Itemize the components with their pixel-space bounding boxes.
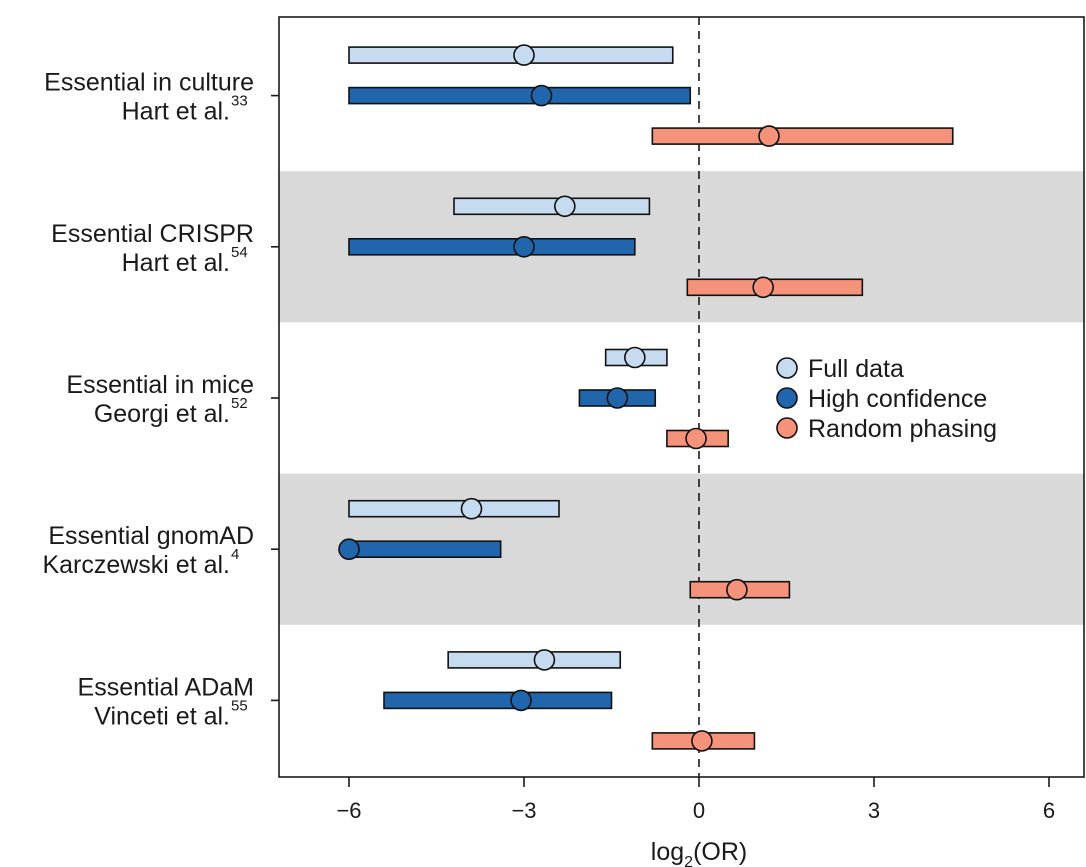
ci-bar-high-confidence: [348, 86, 692, 105]
legend-label: Random phasing: [808, 415, 997, 443]
x-tick-label: −3: [511, 798, 536, 823]
point-estimate-random-phasing: [691, 730, 713, 752]
x-axis-title: log2(OR): [651, 838, 747, 867]
category-label-line2: Vinceti et al.: [94, 702, 230, 730]
ci-bar-random-phasing: [686, 278, 864, 297]
x-tick-label: 3: [868, 798, 880, 823]
category-label-line2: Hart et al.: [122, 98, 230, 126]
point-estimate-high-confidence: [510, 689, 532, 712]
category-label-line2: Karczewski et al.: [42, 551, 230, 579]
category-label-line2: Hart et al.: [122, 249, 230, 277]
category-label-line1: Essential in culture: [44, 69, 254, 97]
point-estimate-full-data: [554, 195, 576, 218]
point-estimate-high-confidence: [606, 387, 629, 409]
x-tick-label: 0: [693, 798, 705, 823]
x-axis: −6 −3 0 3 6 log2(OR): [336, 777, 1055, 867]
point-estimate-full-data: [513, 44, 535, 66]
point-estimate-full-data: [460, 497, 483, 520]
reference-superscript: 55: [231, 697, 248, 714]
ci-bar-random-phasing: [651, 127, 954, 145]
point-estimate-random-phasing: [752, 276, 774, 299]
estimates-group: [338, 44, 954, 752]
ci-bar-full-data: [453, 197, 651, 216]
point-estimate-high-confidence: [530, 84, 553, 107]
ci-bar-full-data: [348, 499, 560, 518]
ci-bar-high-confidence: [348, 238, 636, 256]
x-tick-label: 6: [1043, 798, 1055, 823]
group-bands: [279, 171, 1084, 625]
category-label-line2: Georgi et al.: [94, 400, 230, 428]
category-label-line1: Essential CRISPR: [51, 220, 254, 248]
category-label-line1: Essential gnomAD: [48, 522, 254, 550]
point-estimate-random-phasing: [685, 427, 707, 450]
reference-superscript: 54: [231, 244, 248, 261]
point-estimate-high-confidence: [513, 236, 535, 258]
ci-bar-full-data: [348, 46, 674, 64]
point-estimate-random-phasing: [726, 578, 748, 601]
category-label-line1: Essential ADaM: [78, 673, 254, 701]
point-estimate-full-data: [624, 346, 646, 369]
point-estimate-full-data: [533, 649, 556, 671]
point-estimate-high-confidence: [338, 538, 360, 561]
ci-bar-high-confidence: [348, 540, 502, 559]
ci-bar-high-confidence: [383, 691, 613, 710]
x-tick-label: −6: [336, 798, 361, 823]
legend-marker: [776, 387, 798, 409]
legend-marker: [776, 417, 798, 439]
legend-label: High confidence: [808, 385, 987, 413]
reference-superscript: 33: [231, 93, 248, 110]
legend-marker: [776, 357, 798, 379]
reference-superscript: 52: [231, 395, 248, 412]
category-label-line1: Essential in mice: [66, 371, 254, 399]
legend-label: Full data: [808, 355, 904, 383]
plot-frame: [278, 16, 1085, 778]
point-estimate-random-phasing: [758, 125, 780, 147]
reference-superscript: 4: [231, 546, 239, 563]
